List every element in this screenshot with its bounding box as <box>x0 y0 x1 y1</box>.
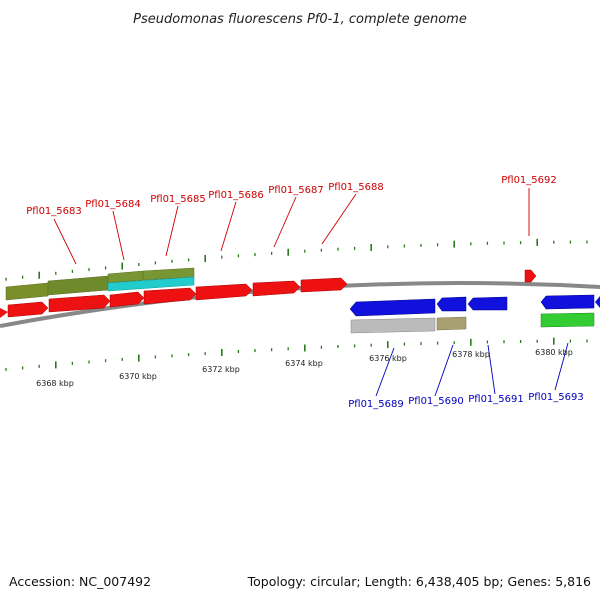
reverse-scale-ticks <box>5 337 588 371</box>
feature-grey-1 <box>350 317 436 334</box>
kbp-labels: 6368 kbp 6370 kbp 6372 kbp 6374 kbp 6376… <box>36 348 573 388</box>
forward-gene-arrow <box>109 291 145 308</box>
reverse-gene-arrow <box>595 296 600 308</box>
topology-summary-text: Topology: circular; Length: 6,438,405 bp… <box>247 574 591 589</box>
gene-label-pfl01-5692: Pfl01_5692 <box>501 175 557 186</box>
forward-gene-arrow <box>252 280 301 297</box>
gene-label-pfl01-5693: Pfl01_5693 <box>528 392 584 403</box>
gene-label-pfl01-5691: Pfl01_5691 <box>468 394 524 405</box>
forward-gene-arrow <box>524 269 537 283</box>
reverse-gene-labels: Pfl01_5689 Pfl01_5690 Pfl01_5691 Pfl01_5… <box>348 392 584 410</box>
reverse-gene-arrow <box>540 294 595 310</box>
forward-gene-arrow <box>48 294 111 313</box>
forward-gene-callouts <box>53 188 530 265</box>
reverse-gene-track <box>349 294 600 317</box>
gene-label-pfl01-5683: Pfl01_5683 <box>26 206 82 217</box>
feature-track-lower <box>350 312 595 334</box>
reverse-gene-arrow <box>467 296 508 311</box>
feature-olive-2 <box>47 275 109 296</box>
accession-text: Accession: NC_007492 <box>9 574 151 589</box>
feature-khaki-1 <box>436 316 467 331</box>
kbp-label: 6374 kbp <box>285 359 323 368</box>
feature-track-cyan <box>107 276 195 292</box>
reverse-gene-arrow <box>349 298 436 317</box>
kbp-label: 6378 kbp <box>452 350 490 359</box>
forward-gene-arrow <box>143 287 197 305</box>
kbp-label: 6372 kbp <box>202 365 240 374</box>
forward-gene-arrow <box>0 308 8 318</box>
forward-gene-arrow <box>300 277 348 293</box>
gene-label-pfl01-5687: Pfl01_5687 <box>268 185 324 196</box>
forward-gene-labels: Pfl01_5683 Pfl01_5684 Pfl01_5685 Pfl01_5… <box>26 175 557 217</box>
genome-title: Pseudomonas fluorescens Pf0-1, complete … <box>133 12 467 27</box>
gene-label-pfl01-5684: Pfl01_5684 <box>85 199 141 210</box>
genome-backbone <box>0 281 600 328</box>
forward-gene-arrow <box>7 301 49 318</box>
feature-green-1 <box>540 312 595 328</box>
forward-gene-track <box>0 269 537 318</box>
gene-label-pfl01-5688: Pfl01_5688 <box>328 182 384 193</box>
gene-label-pfl01-5690: Pfl01_5690 <box>408 396 464 407</box>
kbp-label: 6380 kbp <box>535 348 573 357</box>
reverse-gene-callouts <box>375 342 569 397</box>
reverse-gene-arrow <box>436 296 467 312</box>
forward-gene-arrow <box>195 283 253 301</box>
feature-track-olive <box>5 267 195 301</box>
kbp-label: 6376 kbp <box>369 354 407 363</box>
gene-label-pfl01-5686: Pfl01_5686 <box>208 190 264 201</box>
kbp-label: 6370 kbp <box>119 372 157 381</box>
forward-scale-ticks <box>5 238 588 281</box>
gene-label-pfl01-5689: Pfl01_5689 <box>348 399 404 410</box>
feature-olive-1 <box>5 282 49 301</box>
feature-cyan-1 <box>107 276 195 292</box>
kbp-label: 6368 kbp <box>36 379 74 388</box>
gene-label-pfl01-5685: Pfl01_5685 <box>150 194 206 205</box>
